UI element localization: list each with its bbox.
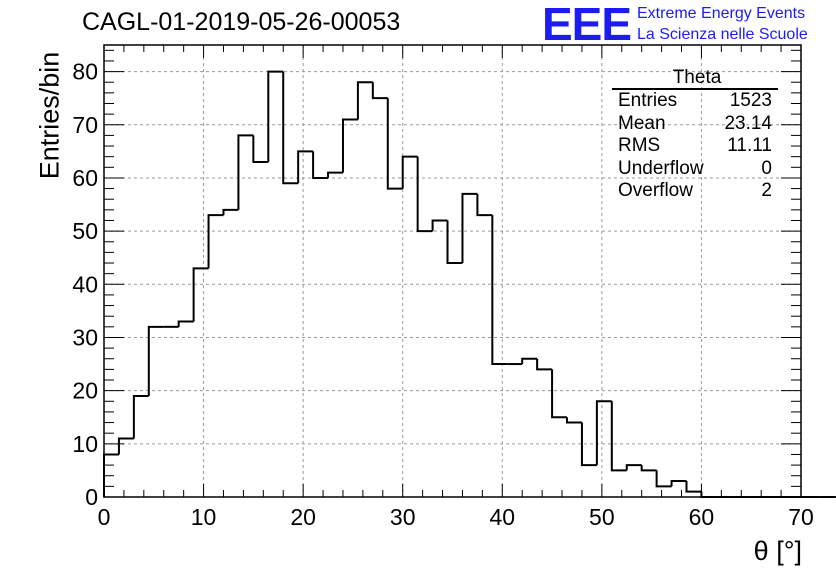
histogram-bin [327,171,343,178]
logo-line-1: Extreme Energy Events [637,5,806,22]
histogram-bin [297,150,314,184]
histogram-bin [536,358,553,371]
x-tick-label: 70 [788,504,814,530]
stats-value: 0 [761,157,772,179]
y-tick-label: 70 [72,112,98,138]
histogram-bin [252,135,269,163]
histogram-bin [132,394,149,439]
stats-title: Theta [612,68,778,90]
histogram-bin [416,156,433,233]
y-tick-label: 20 [72,378,98,404]
histogram-bin [267,70,284,162]
y-tick-label: 30 [72,324,98,350]
chart-title: CAGL-01-2019-05-26-00053 [82,8,401,36]
y-tick-label: 50 [72,218,98,244]
y-tick-label: 60 [72,165,98,191]
histogram-bin [655,470,672,488]
histogram-bin [461,192,478,264]
histogram-bin [521,357,538,365]
y-tick-label: 80 [72,59,98,85]
x-tick-label: 20 [290,504,316,530]
stats-box: Theta Entries 1523 Mean 23.14 RMS 11.11 Underf… [612,68,778,203]
stats-label: Entries [618,90,678,111]
stats-label: RMS [618,135,661,156]
x-tick-label: 60 [689,504,715,530]
y-tick-label: 40 [72,271,98,297]
histogram-bin [117,437,134,455]
histogram-bin [580,422,597,467]
histogram-bin [192,267,209,322]
y-axis-label: Entries/bin [34,51,65,180]
logo-caption: Extreme Energy Events La Scienza nelle S… [637,3,808,45]
y-tick-label: 10 [72,431,98,457]
stats-row: Overflow 2 [612,180,778,203]
histogram-bin [147,325,164,396]
histogram-bin [595,400,612,466]
x-tick-label: 10 [191,504,217,530]
histogram-bin [401,155,418,189]
stats-value: 23.14 [724,112,772,134]
x-tick-label: 50 [589,504,615,530]
histogram-bin [551,369,568,419]
x-tick-label: 0 [98,504,111,530]
histogram-bin [177,320,194,327]
histogram-bin [491,215,508,366]
y-tick-label: 0 [85,484,98,510]
stats-row: Mean 23.14 [612,113,778,136]
stats-value: 2 [761,180,772,201]
x-axis-label: θ [°] [753,536,802,566]
histogram-bin [685,481,702,493]
histogram-bin [312,151,329,179]
plot-frame [103,44,802,498]
stats-row: Underflow 0 [612,158,778,181]
stats-label: Mean [618,112,666,134]
histogram-bin [222,208,239,216]
histogram-bin [625,464,642,471]
x-tick-label: 40 [489,504,515,530]
stats-label: Overflow [618,180,693,201]
histogram-bin [700,491,717,498]
histogram-bin [207,214,224,269]
stats-row: RMS 11.11 [612,135,778,158]
stats-row: Entries 1523 [612,90,778,113]
histogram-bin [371,82,388,100]
histogram-bin [237,134,254,210]
histogram-bin [431,219,448,232]
stats-value: 11.11 [727,135,772,156]
histogram-bin [386,98,403,190]
histogram-bin [341,118,358,173]
histogram-bin [566,417,582,424]
histogram-bin [282,71,299,185]
histogram-bin [476,193,493,217]
histogram-bin [670,480,687,487]
stats-value: 1523 [729,90,772,111]
histogram-bin [640,465,657,472]
histogram-bin [610,401,627,472]
eee-logo: EEE [542,0,632,50]
logo-line-2: La Scienza nelle Scuole [637,26,808,43]
stats-label: Underflow [618,157,704,179]
x-tick-label: 30 [390,504,416,530]
histogram-bin [356,81,373,120]
histogram-bin [446,220,463,265]
